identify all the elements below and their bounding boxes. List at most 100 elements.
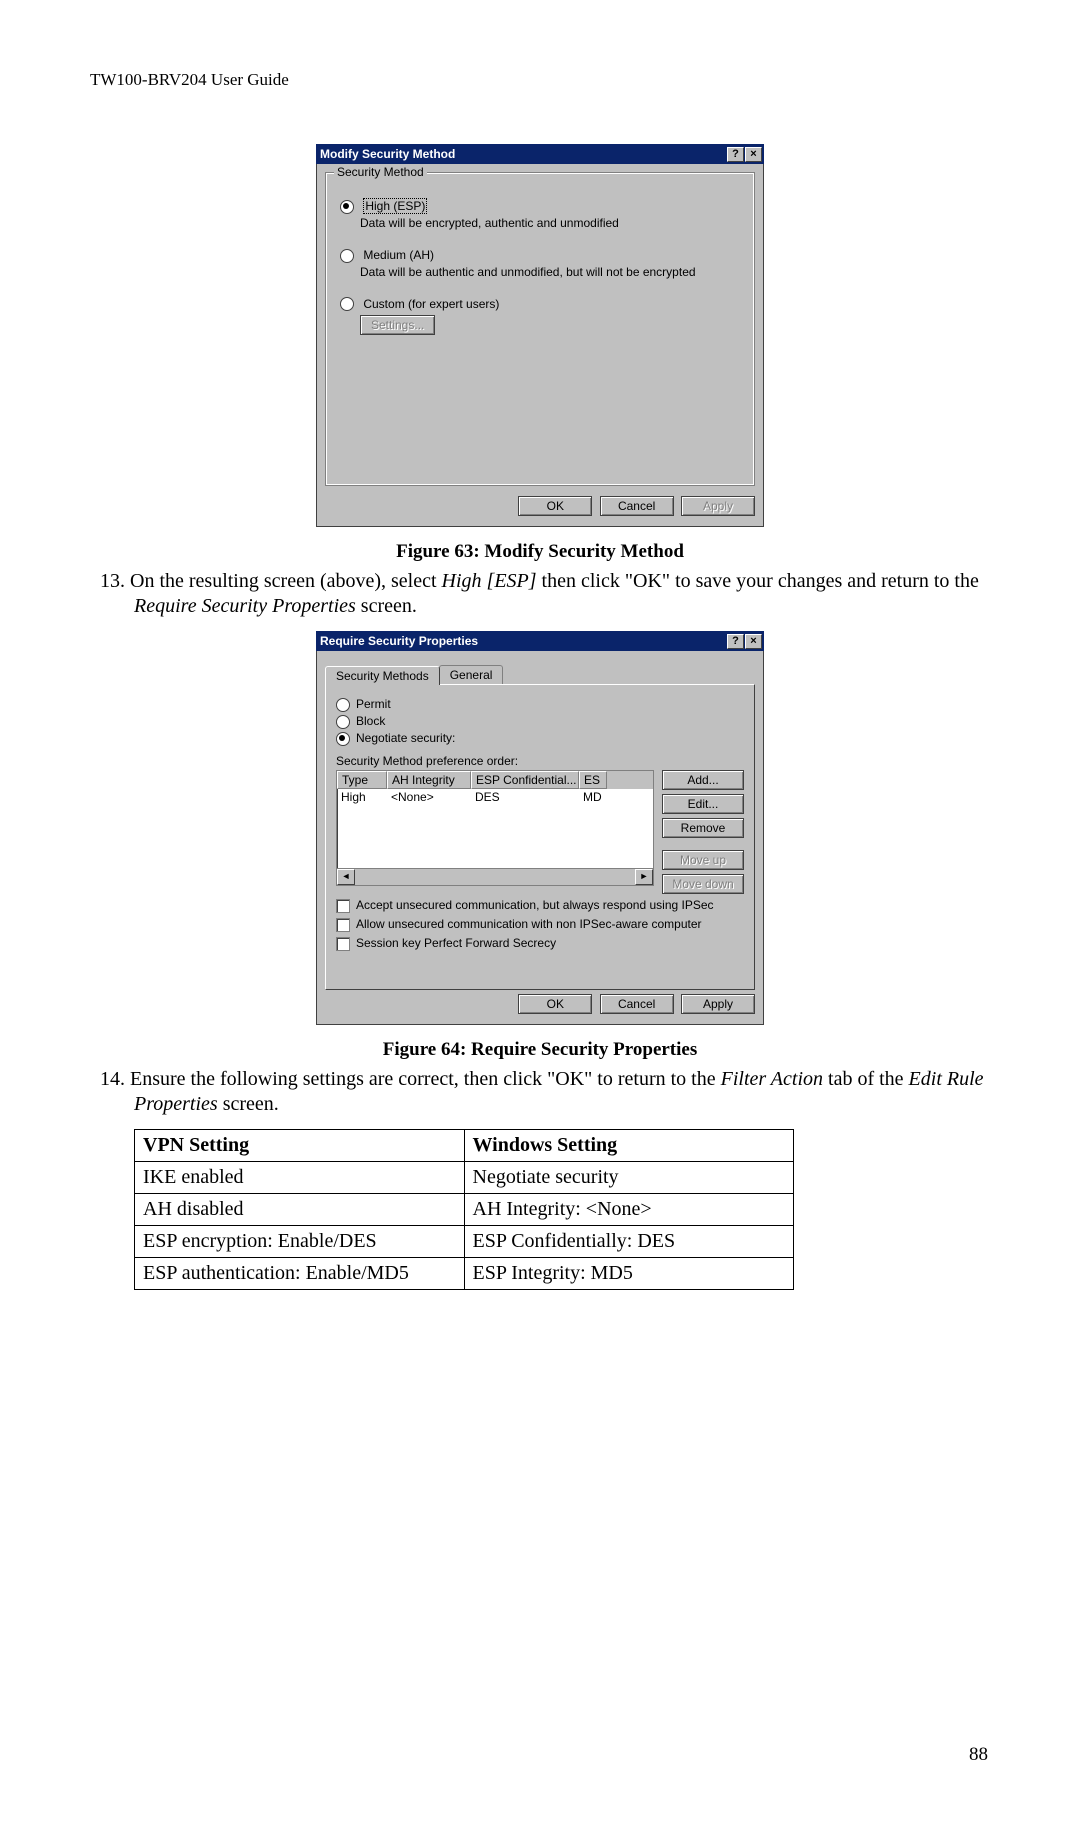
cancel-button[interactable]: Cancel: [600, 496, 674, 516]
close-icon[interactable]: ×: [745, 634, 762, 649]
help-icon[interactable]: ?: [727, 147, 744, 162]
moveup-button: Move up: [662, 850, 744, 870]
groupbox-label: Security Method: [334, 165, 427, 179]
col-ah-integrity[interactable]: AH Integrity: [387, 771, 471, 789]
radio-block[interactable]: Block: [336, 714, 744, 729]
col-esp-confidential[interactable]: ESP Confidential...: [471, 771, 579, 789]
apply-button: Apply: [681, 496, 755, 516]
figure-caption-63: Figure 63: Modify Security Method: [90, 541, 990, 563]
table-header-windows: Windows Setting: [464, 1129, 794, 1161]
settings-button: Settings...: [360, 315, 435, 335]
tab-general[interactable]: General: [439, 665, 504, 684]
modify-security-dialog: Modify Security Method ? × Security Meth…: [316, 144, 764, 527]
step-13-text: 13. On the resulting screen (above), sel…: [90, 569, 990, 619]
radio-dot-icon: [340, 249, 354, 263]
tab-body: Permit Block Negotiate security: Securit…: [325, 684, 755, 989]
radio-negotiate[interactable]: Negotiate security:: [336, 731, 744, 746]
checkbox-label: Session key Perfect Forward Secrecy: [356, 936, 556, 950]
radio-permit-label: Permit: [356, 697, 391, 711]
radio-dot-icon: [336, 732, 350, 746]
checkbox-icon: [336, 918, 350, 932]
radio-high-label: High (ESP): [363, 198, 427, 214]
cell: Negotiate security: [464, 1161, 794, 1193]
checkbox-label: Allow unsecured communication with non I…: [356, 917, 702, 931]
page-header: TW100-BRV204 User Guide: [90, 70, 990, 90]
table-header-vpn: VPN Setting: [135, 1129, 465, 1161]
text: 14. Ensure the following settings are co…: [100, 1068, 721, 1090]
text: 13. On the resulting screen (above), sel…: [100, 570, 442, 592]
cell: ESP Confidentially: DES: [464, 1225, 794, 1257]
text: screen.: [218, 1093, 279, 1115]
preference-order-label: Security Method preference order:: [336, 754, 744, 768]
tab-security-methods[interactable]: Security Methods: [325, 666, 440, 685]
text-italic: Require Security Properties: [134, 595, 356, 617]
cell: IKE enabled: [135, 1161, 465, 1193]
text: then click "OK" to save your changes and…: [537, 570, 979, 592]
cell: AH disabled: [135, 1193, 465, 1225]
text-italic: Filter Action: [721, 1068, 823, 1090]
add-button[interactable]: Add...: [662, 770, 744, 790]
checkbox-label: Accept unsecured communication, but alwa…: [356, 898, 714, 912]
dialog-titlebar: Require Security Properties ? ×: [316, 631, 764, 651]
figure-caption-64: Figure 64: Require Security Properties: [90, 1039, 990, 1061]
radio-medium-label: Medium (AH): [363, 248, 434, 262]
cell: <None>: [387, 789, 471, 805]
radio-medium-desc: Data will be authentic and unmodified, b…: [360, 265, 740, 279]
close-icon[interactable]: ×: [745, 147, 762, 162]
radio-dot-icon: [340, 297, 354, 311]
security-method-group: Security Method High (ESP) Data will be …: [325, 172, 755, 486]
col-type[interactable]: Type: [337, 771, 387, 789]
text: screen.: [356, 595, 417, 617]
table-row: IKE enabledNegotiate security: [135, 1161, 794, 1193]
radio-dot-icon: [336, 698, 350, 712]
col-es[interactable]: ES: [579, 771, 607, 789]
ok-button[interactable]: OK: [518, 496, 592, 516]
cancel-button[interactable]: Cancel: [600, 994, 674, 1014]
security-method-listview[interactable]: Type AH Integrity ESP Confidential... ES…: [336, 770, 654, 886]
radio-dot-icon: [340, 200, 354, 214]
scroll-right-icon[interactable]: ►: [635, 869, 653, 885]
scrollbar[interactable]: ◄ ►: [337, 868, 653, 885]
remove-button[interactable]: Remove: [662, 818, 744, 838]
dialog-title: Modify Security Method: [320, 147, 455, 161]
edit-button[interactable]: Edit...: [662, 794, 744, 814]
text: tab of the: [823, 1068, 909, 1090]
checkbox-icon: [336, 937, 350, 951]
table-row[interactable]: High <None> DES MD: [337, 789, 653, 805]
text-italic: High [ESP]: [442, 570, 537, 592]
vpn-settings-table: VPN Setting Windows Setting IKE enabledN…: [134, 1129, 794, 1290]
table-row: AH disabledAH Integrity: <None>: [135, 1193, 794, 1225]
checkbox-allow-unsecured[interactable]: Allow unsecured communication with non I…: [336, 917, 744, 932]
cell: AH Integrity: <None>: [464, 1193, 794, 1225]
cell: High: [337, 789, 387, 805]
radio-high[interactable]: High (ESP): [340, 199, 740, 214]
dialog-title: Require Security Properties: [320, 634, 478, 648]
radio-dot-icon: [336, 715, 350, 729]
cell: ESP Integrity: MD5: [464, 1257, 794, 1289]
cell: MD: [579, 789, 607, 805]
cell: ESP authentication: Enable/MD5: [135, 1257, 465, 1289]
page-number: 88: [969, 1744, 988, 1766]
table-row: ESP encryption: Enable/DESESP Confidenti…: [135, 1225, 794, 1257]
require-security-dialog: Require Security Properties ? × Security…: [316, 631, 764, 1024]
radio-custom[interactable]: Custom (for expert users): [340, 297, 740, 312]
movedown-button: Move down: [662, 874, 744, 894]
table-row: ESP authentication: Enable/MD5ESP Integr…: [135, 1257, 794, 1289]
step-14-text: 14. Ensure the following settings are co…: [90, 1067, 990, 1117]
checkbox-accept-unsecured[interactable]: Accept unsecured communication, but alwa…: [336, 898, 744, 913]
apply-button[interactable]: Apply: [681, 994, 755, 1014]
checkbox-icon: [336, 899, 350, 913]
checkbox-pfs[interactable]: Session key Perfect Forward Secrecy: [336, 936, 744, 951]
radio-medium[interactable]: Medium (AH): [340, 248, 740, 263]
radio-permit[interactable]: Permit: [336, 697, 744, 712]
ok-button[interactable]: OK: [518, 994, 592, 1014]
radio-negotiate-label: Negotiate security:: [356, 731, 455, 745]
dialog-titlebar: Modify Security Method ? ×: [316, 144, 764, 164]
help-icon[interactable]: ?: [727, 634, 744, 649]
radio-custom-label: Custom (for expert users): [363, 297, 499, 311]
cell: DES: [471, 789, 579, 805]
radio-block-label: Block: [356, 714, 385, 728]
radio-high-desc: Data will be encrypted, authentic and un…: [360, 216, 740, 230]
cell: ESP encryption: Enable/DES: [135, 1225, 465, 1257]
scroll-left-icon[interactable]: ◄: [337, 869, 355, 885]
